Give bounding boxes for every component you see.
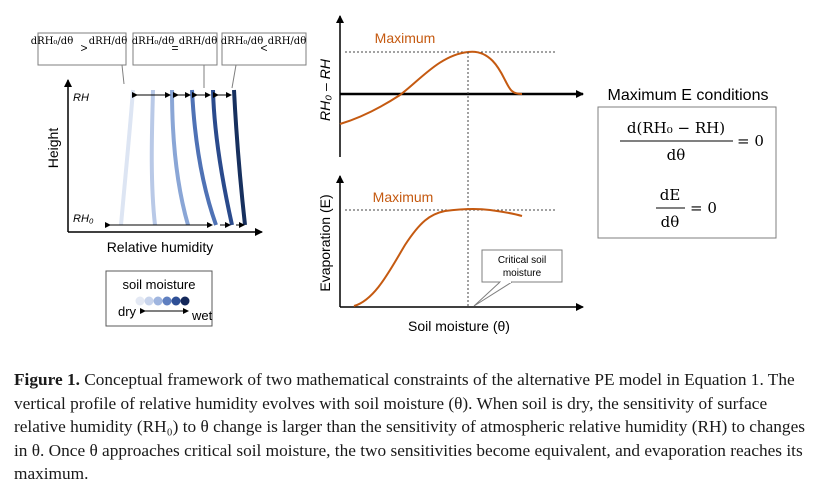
callout-less-op: < (260, 41, 267, 55)
caption-text: Conceptual framework of two mathematical… (14, 370, 805, 484)
critical-callout: Critical soil moisture (473, 249, 563, 307)
evaporation-panel: Evaporation (E) Soil moisture (θ) Maximu… (317, 175, 584, 334)
rh-diff-curve (339, 50, 523, 125)
callout-less-right: dRH/dθ (268, 36, 306, 47)
legend-dry-label: dry (118, 304, 137, 319)
legend-wet-label: wet (191, 308, 213, 323)
rh-profile-5 (211, 89, 234, 226)
evap-x-label: Soil moisture (θ) (408, 318, 510, 334)
callout-greater: dRH₀/dθ > dRH/dθ (31, 32, 127, 85)
eq1-denominator: dθ (667, 146, 686, 164)
callout-equal-right: dRH/dθ (179, 36, 217, 47)
callout-equal-left: dRH₀/dθ (132, 36, 174, 47)
legend-dot-3 (153, 296, 163, 306)
callout-greater-right: dRH/dθ (89, 36, 127, 47)
conditions-title: Maximum E conditions (608, 87, 769, 104)
callout-greater-left: dRH₀/dθ (31, 36, 73, 47)
rh-level-label: RH (73, 92, 89, 104)
rh0-level-label: RH₀ (73, 213, 94, 225)
conceptual-figure: dRH₀/dθ > dRH/dθ dRH₀/dθ = dRH/dθ dRH₀/d… (31, 15, 777, 334)
evap-y-label: Evaporation (E) (317, 194, 333, 291)
rh-diff-max-label: Maximum (375, 30, 436, 46)
rh-profile-1 (119, 89, 135, 226)
legend-title: soil moisture (123, 277, 196, 292)
callout-greater-op: > (80, 41, 87, 55)
eq1-numerator: d(RH₀ − RH) (627, 119, 725, 137)
eq1-rhs: = 0 (737, 132, 764, 150)
evap-curve (353, 207, 523, 307)
eq2-numerator: dE (660, 186, 681, 204)
callout-equal: dRH₀/dθ = dRH/dθ (132, 32, 218, 88)
height-axis-label: Height (45, 128, 61, 169)
legend-dot-2 (144, 296, 154, 306)
rh-profile-2 (149, 89, 157, 226)
callout-equal-op: = (171, 41, 178, 55)
rh-profile-panel: dRH₀/dθ > dRH/dθ dRH₀/dθ = dRH/dθ dRH₀/d… (31, 32, 307, 327)
critical-label-line1: Critical soil (498, 255, 546, 266)
rh-axis-label: Relative humidity (107, 239, 214, 255)
rh-difference-panel: RH₀ – RH Maximum (317, 15, 584, 157)
critical-label-line2: moisture (503, 268, 542, 279)
rh-profile-4 (190, 89, 218, 226)
max-e-conditions: Maximum E conditions d(RH₀ − RH) dθ = 0 … (597, 87, 777, 239)
caption-label: Figure 1. (14, 370, 80, 389)
legend-dot-4 (162, 296, 172, 306)
figure-caption: Figure 1. Conceptual framework of two ma… (14, 368, 814, 486)
callout-less-left: dRH₀/dθ (221, 36, 263, 47)
evap-max-label: Maximum (373, 189, 434, 205)
legend-dot-6 (180, 296, 190, 306)
rh-diff-y-label: RH₀ – RH (317, 58, 333, 121)
eq2-rhs: = 0 (690, 199, 717, 217)
rh-profile-6 (232, 89, 247, 226)
legend-dot-5 (171, 296, 181, 306)
callout-less: dRH₀/dθ < dRH/dθ (221, 32, 307, 89)
legend-dot-1 (135, 296, 145, 306)
soil-moisture-legend: soil moisture dry wet (105, 270, 213, 327)
rh-profile-3 (170, 89, 190, 226)
eq2-denominator: dθ (661, 213, 680, 231)
